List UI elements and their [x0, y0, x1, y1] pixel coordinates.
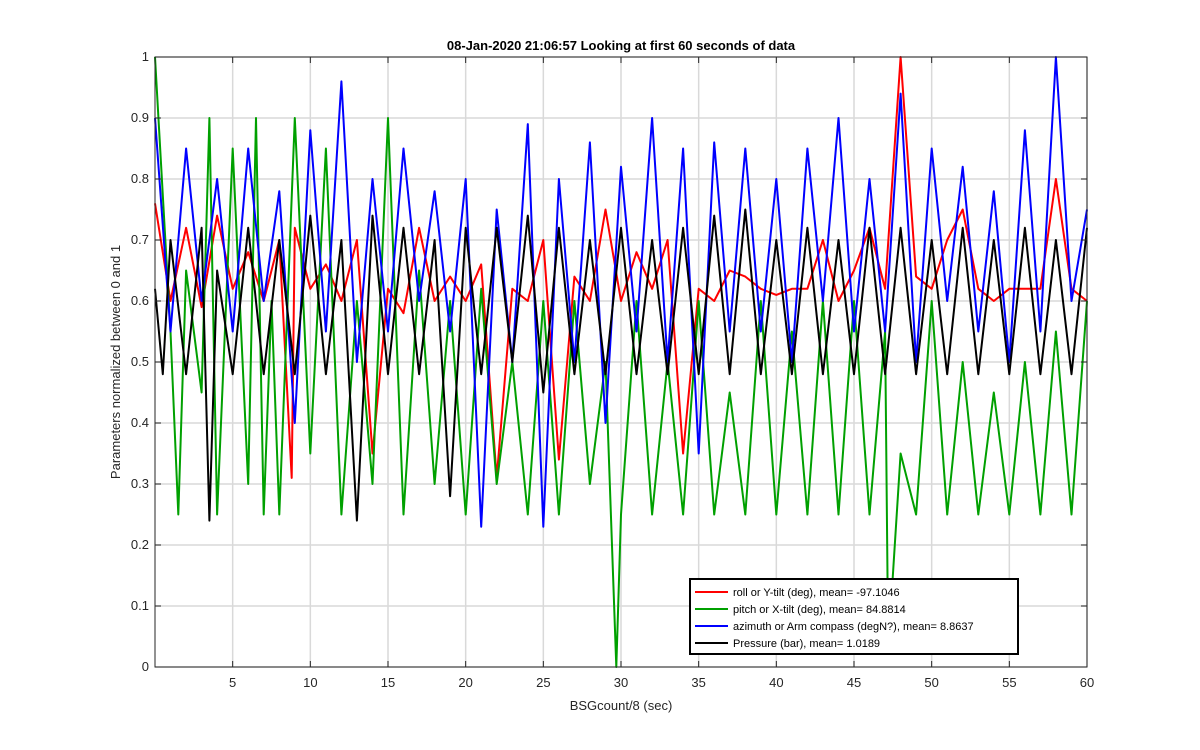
y-tick-label: 1	[142, 49, 149, 64]
x-tick-label: 55	[1002, 675, 1016, 690]
x-tick-label: 50	[924, 675, 938, 690]
legend-entry: azimuth or Arm compass (degN?), mean= 8.…	[733, 621, 974, 633]
x-axis: 5 10 15 20 25 30 35 40 45 50 55 60	[229, 57, 1094, 690]
y-tick-label: 0.8	[131, 171, 149, 186]
x-tick-label: 35	[691, 675, 705, 690]
y-tick-label: 0.6	[131, 293, 149, 308]
y-axis-label: Parameters normalized between 0 and 1	[108, 245, 123, 479]
x-tick-label: 20	[458, 675, 472, 690]
x-tick-label: 5	[229, 675, 236, 690]
legend-box	[689, 578, 1019, 655]
legend-entry: pitch or X-tilt (deg), mean= 84.8814	[733, 604, 906, 616]
x-tick-label: 30	[614, 675, 628, 690]
series-line-1	[154, 56, 1088, 479]
x-tick-label: 45	[847, 675, 861, 690]
y-axis: 0 0.1 0.2 0.3 0.4 0.5 0.6 0.7 0.8 0.9 1	[131, 49, 1087, 674]
y-tick-label: 0.5	[131, 354, 149, 369]
x-tick-label: 10	[303, 675, 317, 690]
y-tick-label: 0.7	[131, 232, 149, 247]
series-layer	[154, 56, 1088, 668]
x-tick-label: 15	[381, 675, 395, 690]
chart-title: 08-Jan-2020 21:06:57 Looking at first 60…	[447, 38, 796, 53]
y-tick-label: 0.1	[131, 598, 149, 613]
x-tick-label: 40	[769, 675, 783, 690]
y-tick-label: 0	[142, 659, 149, 674]
series-line-3	[154, 56, 1088, 528]
y-tick-label: 0.4	[131, 415, 149, 430]
legend-entry: Pressure (bar), mean= 1.0189	[733, 638, 880, 650]
x-axis-label: BSGcount/8 (sec)	[570, 698, 673, 713]
y-tick-label: 0.2	[131, 537, 149, 552]
legend: roll or Y-tilt (deg), mean= -97.1046 pitc…	[689, 578, 1019, 655]
y-tick-label: 0.3	[131, 476, 149, 491]
x-tick-label: 60	[1080, 675, 1094, 690]
x-tick-label: 25	[536, 675, 550, 690]
y-tick-label: 0.9	[131, 110, 149, 125]
legend-entry: roll or Y-tilt (deg), mean= -97.1046	[733, 587, 900, 599]
series-line-4	[154, 208, 1088, 522]
